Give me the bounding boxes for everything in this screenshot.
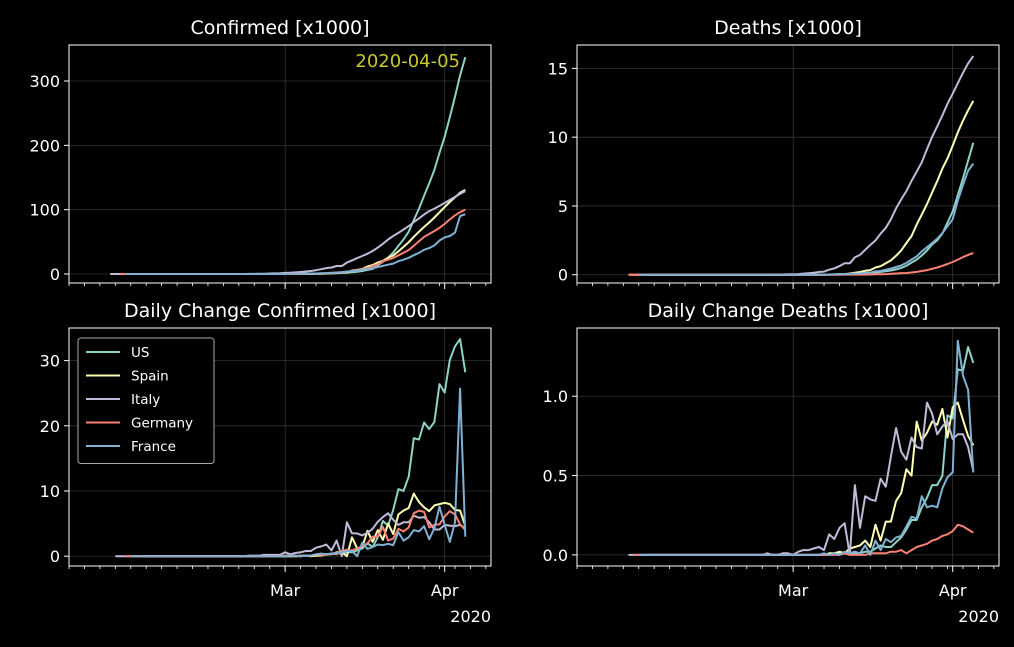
y-tick-label: 200 (29, 136, 60, 155)
legend-label: Spain (131, 369, 169, 385)
series-line-italy (110, 190, 466, 275)
y-tick-label: 5 (558, 197, 568, 216)
series-line-italy (628, 401, 975, 556)
chart-panel-1: 0 5 10 15 Deaths [x1000] (548, 17, 1000, 289)
axes-frame (68, 327, 492, 567)
panel-title: Daily Change Confirmed [x1000] (124, 300, 436, 322)
axes-frame (576, 327, 1000, 567)
panel-title: Daily Change Deaths [x1000] (648, 300, 929, 322)
y-tick-label: 300 (29, 72, 60, 91)
series-line-france (130, 387, 467, 558)
y-tick-label: 15 (548, 59, 568, 78)
chart-panel-3: 0.0 0.5 1.0 Mar Apr 2020 Daily Change Deaths [… (543, 300, 1000, 626)
legend-label: Italy (131, 392, 160, 408)
legend-box (77, 337, 215, 464)
panel-title: Confirmed [x1000] (190, 17, 369, 39)
y-tick-label: 1.0 (543, 387, 568, 406)
legend-label: Germany (131, 416, 193, 432)
legend-label: France (131, 439, 176, 455)
y-tick-label: 100 (29, 201, 60, 220)
series-line-germany (125, 509, 467, 558)
series-line-italy (628, 55, 975, 276)
y-tick-label: 10 (40, 482, 60, 501)
y-tick-label: 0 (50, 265, 60, 284)
series-line-us (638, 346, 975, 556)
x-tick-label: Apr (431, 581, 459, 600)
y-tick-label: 0.0 (543, 546, 568, 565)
series-line-italy (115, 512, 466, 558)
panel-title: Deaths [x1000] (714, 17, 862, 39)
y-tick-label: 0 (558, 266, 568, 285)
y-tick-label: 0.5 (543, 467, 568, 486)
legend: US Spain Italy Germany France (77, 337, 215, 464)
series-line-france (638, 163, 975, 276)
series-line-france (125, 213, 466, 275)
series-line-us (125, 56, 467, 275)
series-line-spain (141, 492, 467, 558)
x-year-label: 2020 (450, 607, 491, 626)
y-tick-label: 10 (548, 128, 568, 147)
series-line-spain (135, 189, 466, 275)
y-tick-label: 0 (50, 547, 60, 566)
x-year-label: 2020 (958, 607, 999, 626)
x-tick-label: Mar (270, 581, 301, 600)
axes-frame (576, 44, 1000, 284)
x-tick-label: Mar (778, 581, 809, 600)
chart-panel-2: 0 10 20 30 Mar Apr 2020 Daily Change Confirmed … (40, 300, 492, 626)
legend-label: US (131, 345, 149, 361)
series-line-france (638, 339, 975, 556)
date-annotation: 2020-04-05 (355, 51, 460, 72)
axes-frame (68, 44, 492, 284)
chart-panel-0: 0 100 200 300 Confirmed [x1000] (29, 17, 492, 289)
y-tick-label: 20 (40, 417, 60, 436)
y-tick-label: 30 (40, 352, 60, 371)
x-tick-label: Apr (939, 581, 967, 600)
